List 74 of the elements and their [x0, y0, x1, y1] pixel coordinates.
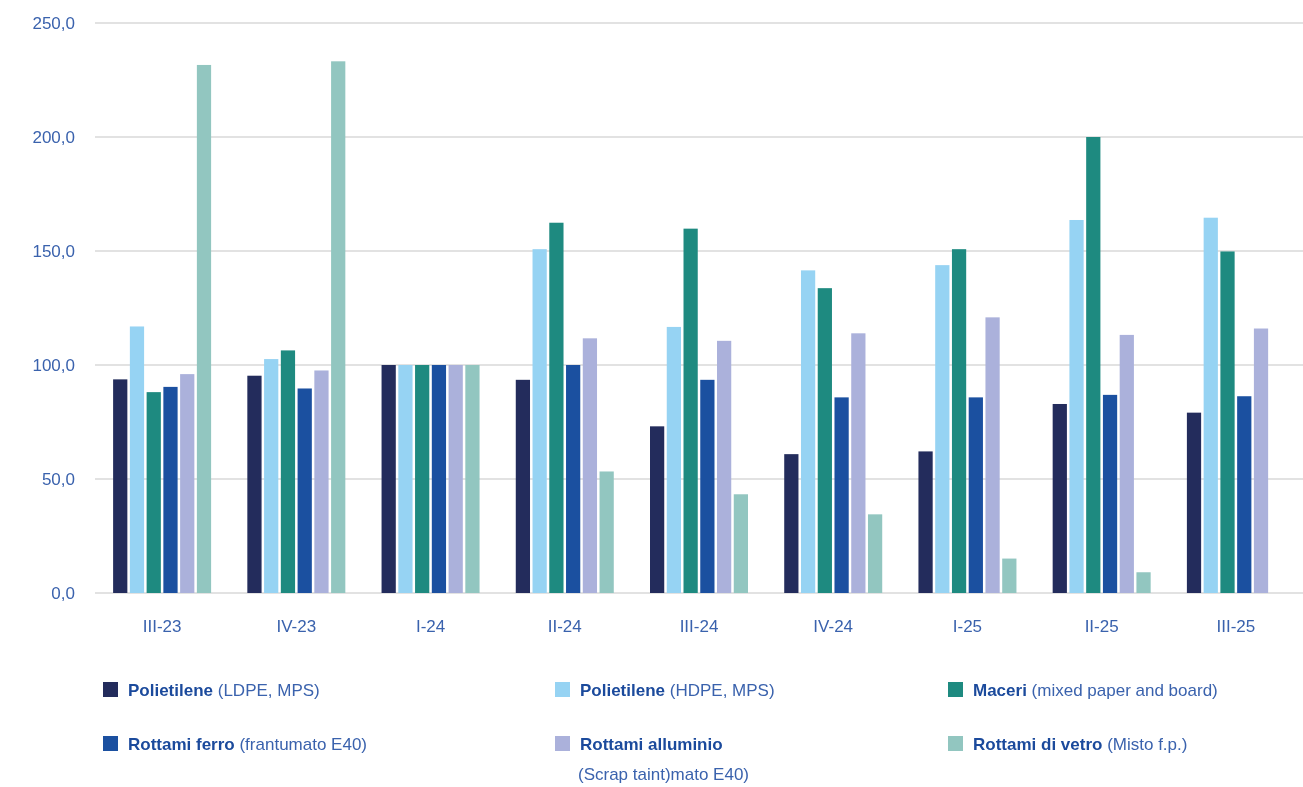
bar: [700, 379, 715, 593]
bar: [1069, 219, 1084, 593]
bar: [515, 379, 531, 593]
bar: [1102, 394, 1118, 593]
bar: [935, 265, 950, 593]
legend-label: Polietilene (LDPE, MPS): [128, 681, 320, 700]
bar: [834, 397, 849, 593]
bar: [851, 333, 866, 593]
bar: [280, 350, 296, 593]
bar: [733, 494, 748, 593]
y-tick-label: 50,0: [41, 469, 75, 489]
x-tick-label: III-24: [679, 617, 719, 636]
x-tick-label: III-23: [142, 617, 182, 636]
bar: [1002, 558, 1017, 593]
y-tick-label: 200,0: [32, 127, 75, 147]
bar: [1086, 137, 1101, 593]
legend-label: Polietilene (HDPE, MPS): [580, 681, 775, 700]
bar: [381, 365, 396, 593]
y-tick-label: 0,0: [51, 583, 75, 603]
y-tick-label: 250,0: [32, 13, 75, 33]
bar: [784, 454, 799, 593]
bar: [817, 288, 832, 593]
bar: [1052, 403, 1067, 593]
bar: [247, 375, 262, 593]
bar: [867, 514, 883, 593]
bar: [532, 249, 547, 593]
x-tick-label: IV-23: [276, 617, 317, 636]
x-tick-label: II-24: [547, 617, 582, 636]
legend-label: Rottami ferro (frantumato E40): [128, 735, 368, 754]
bar: [465, 365, 480, 593]
bar: [582, 338, 598, 593]
bar: [196, 64, 212, 593]
bar: [918, 451, 933, 593]
bar: [398, 365, 413, 593]
bar: [431, 365, 447, 593]
bar: [146, 392, 161, 593]
x-tick-label: I-24: [415, 617, 446, 636]
legend-label: Rottami di vetro (Misto f.p.): [973, 735, 1188, 754]
bar: [566, 365, 581, 593]
legend-label: Rottami alluminio (Scrap taint)mato E40): [578, 735, 750, 784]
bar: [1237, 396, 1252, 593]
bar: [549, 222, 564, 593]
bar: [951, 249, 967, 593]
bar: [1203, 217, 1218, 593]
bar: [314, 370, 329, 593]
bar: [650, 426, 665, 593]
bar: [264, 359, 279, 593]
bar: [666, 326, 681, 593]
x-tick-label: III-25: [1216, 617, 1256, 636]
bar: [180, 374, 195, 593]
y-tick-label: 150,0: [32, 241, 75, 261]
bar: [800, 270, 816, 593]
bar: [1136, 572, 1151, 593]
bar: [163, 386, 178, 593]
y-tick-label: 100,0: [32, 355, 75, 375]
bar: [717, 340, 732, 593]
legend-label: Maceri (mixed paper and board): [973, 681, 1218, 700]
bar: [985, 317, 1000, 593]
x-tick-label: I-25: [952, 617, 983, 636]
x-tick-label: IV-24: [813, 617, 854, 636]
bar: [415, 365, 430, 593]
bar: [1119, 334, 1134, 593]
bar: [331, 61, 346, 593]
bar: [448, 365, 463, 593]
bar: [1186, 412, 1202, 593]
bar: [297, 388, 312, 593]
bar: [968, 397, 983, 593]
bar: [129, 326, 145, 593]
bar: [599, 471, 614, 593]
bar: [113, 379, 128, 593]
x-tick-label: II-25: [1084, 617, 1119, 636]
bar: [1220, 251, 1235, 593]
bar: [683, 228, 698, 593]
bar: [1253, 328, 1269, 593]
